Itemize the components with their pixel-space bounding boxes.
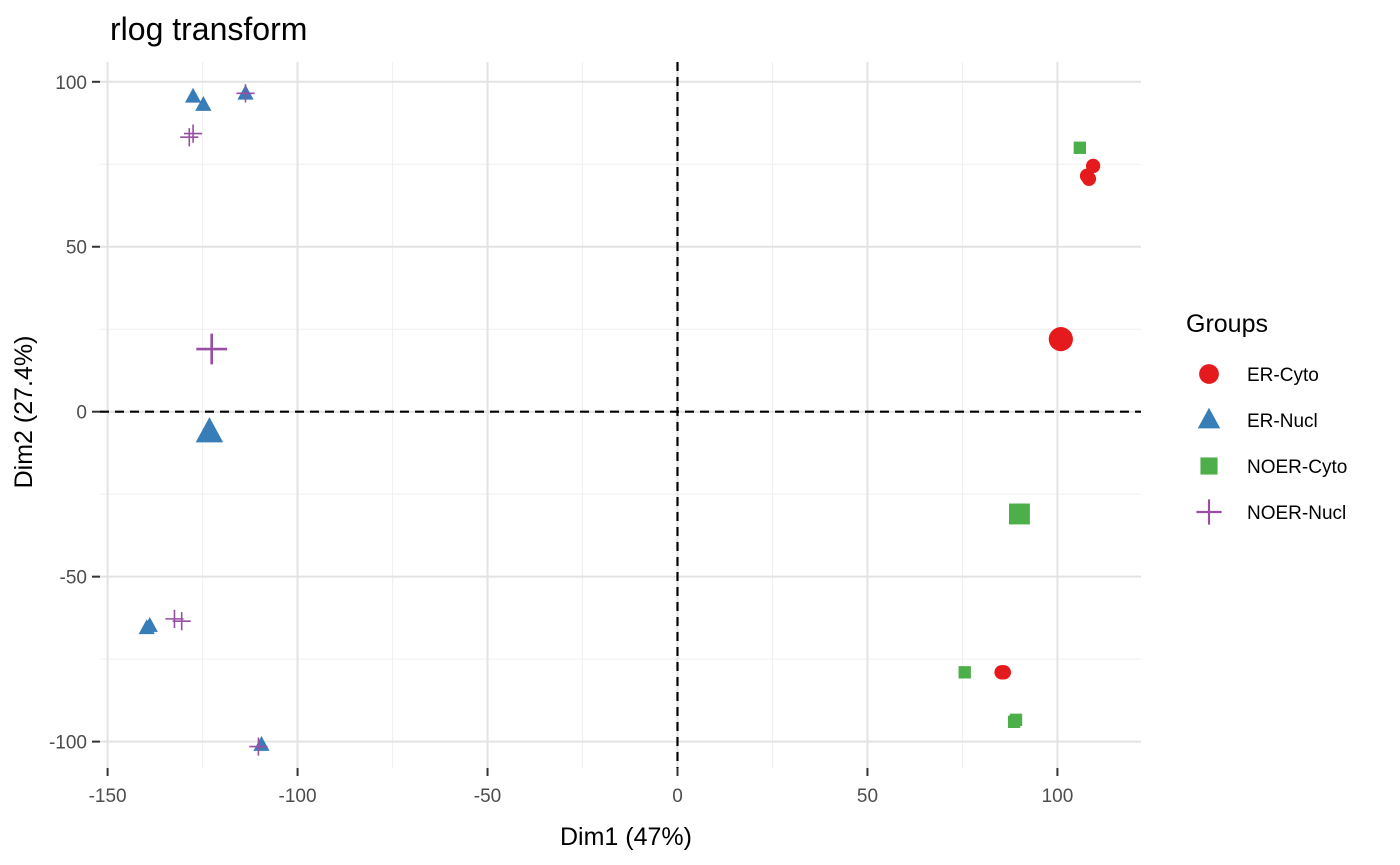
point-noer-nucl: [183, 124, 203, 143]
point-noer-cyto: [1073, 141, 1087, 154]
point-er-nucl: [141, 616, 158, 632]
centroid-er-cyto: [1048, 327, 1073, 352]
point-er-nucl: [195, 96, 212, 111]
point-noer-nucl: [249, 737, 268, 756]
centroid-noer-cyto: [1008, 503, 1030, 525]
x-tick-label: -150: [89, 786, 127, 807]
point-noer-cyto: [958, 666, 971, 679]
y-tick-label: 0: [76, 403, 87, 424]
point-er-nucl: [253, 736, 270, 751]
legend-label: NOER-Cyto: [1247, 457, 1347, 478]
reference-lines: [100, 62, 1141, 768]
point-noer-nucl: [172, 612, 191, 631]
y-axis-ticks: -100 -50 0 50 100: [49, 73, 100, 754]
y-tick-label: -50: [60, 568, 87, 589]
legend-key-er-nucl: [1197, 407, 1221, 429]
legend-label: ER-Nucl: [1247, 411, 1318, 432]
x-tick-label: -100: [279, 786, 317, 807]
point-noer-nucl: [236, 84, 255, 103]
x-tick-label: 0: [672, 786, 683, 807]
data-points: [138, 84, 1101, 756]
point-er-cyto: [996, 665, 1011, 680]
point-noer-nucl: [180, 128, 199, 147]
y-tick-label: -100: [49, 733, 87, 754]
centroid-er-nucl: [195, 417, 224, 443]
legend-key-noer-nucl: [1196, 499, 1222, 525]
grid: [100, 62, 1141, 768]
x-axis-ticks: -150 -100 -50 0 50 100: [89, 768, 1074, 807]
legend-label: NOER-Nucl: [1247, 503, 1346, 524]
x-axis-title: Dim1 (47%): [560, 823, 692, 851]
point-er-nucl: [184, 87, 202, 103]
legend-key-noer-cyto: [1200, 457, 1218, 475]
point-noer-cyto: [1009, 713, 1023, 727]
x-tick-label: 100: [1042, 786, 1074, 807]
chart-title: rlog transform: [110, 11, 307, 47]
centroid-noer-nucl: [196, 333, 228, 365]
x-tick-label: -50: [474, 786, 501, 807]
legend: Groups ER-Cyto ER-Nucl NOER-Cyto NOER-Nucl: [1186, 310, 1347, 525]
legend-title: Groups: [1186, 310, 1268, 338]
point-noer-nucl: [165, 609, 184, 628]
legend-key-er-cyto: [1199, 364, 1219, 384]
y-tick-label: 100: [55, 73, 87, 94]
y-axis-title: Dim2 (27.4%): [10, 336, 38, 489]
point-er-cyto: [1085, 158, 1101, 174]
x-tick-label: 50: [857, 786, 878, 807]
legend-label: ER-Cyto: [1247, 365, 1319, 386]
y-tick-label: 50: [66, 238, 87, 259]
point-er-cyto: [1081, 171, 1097, 186]
